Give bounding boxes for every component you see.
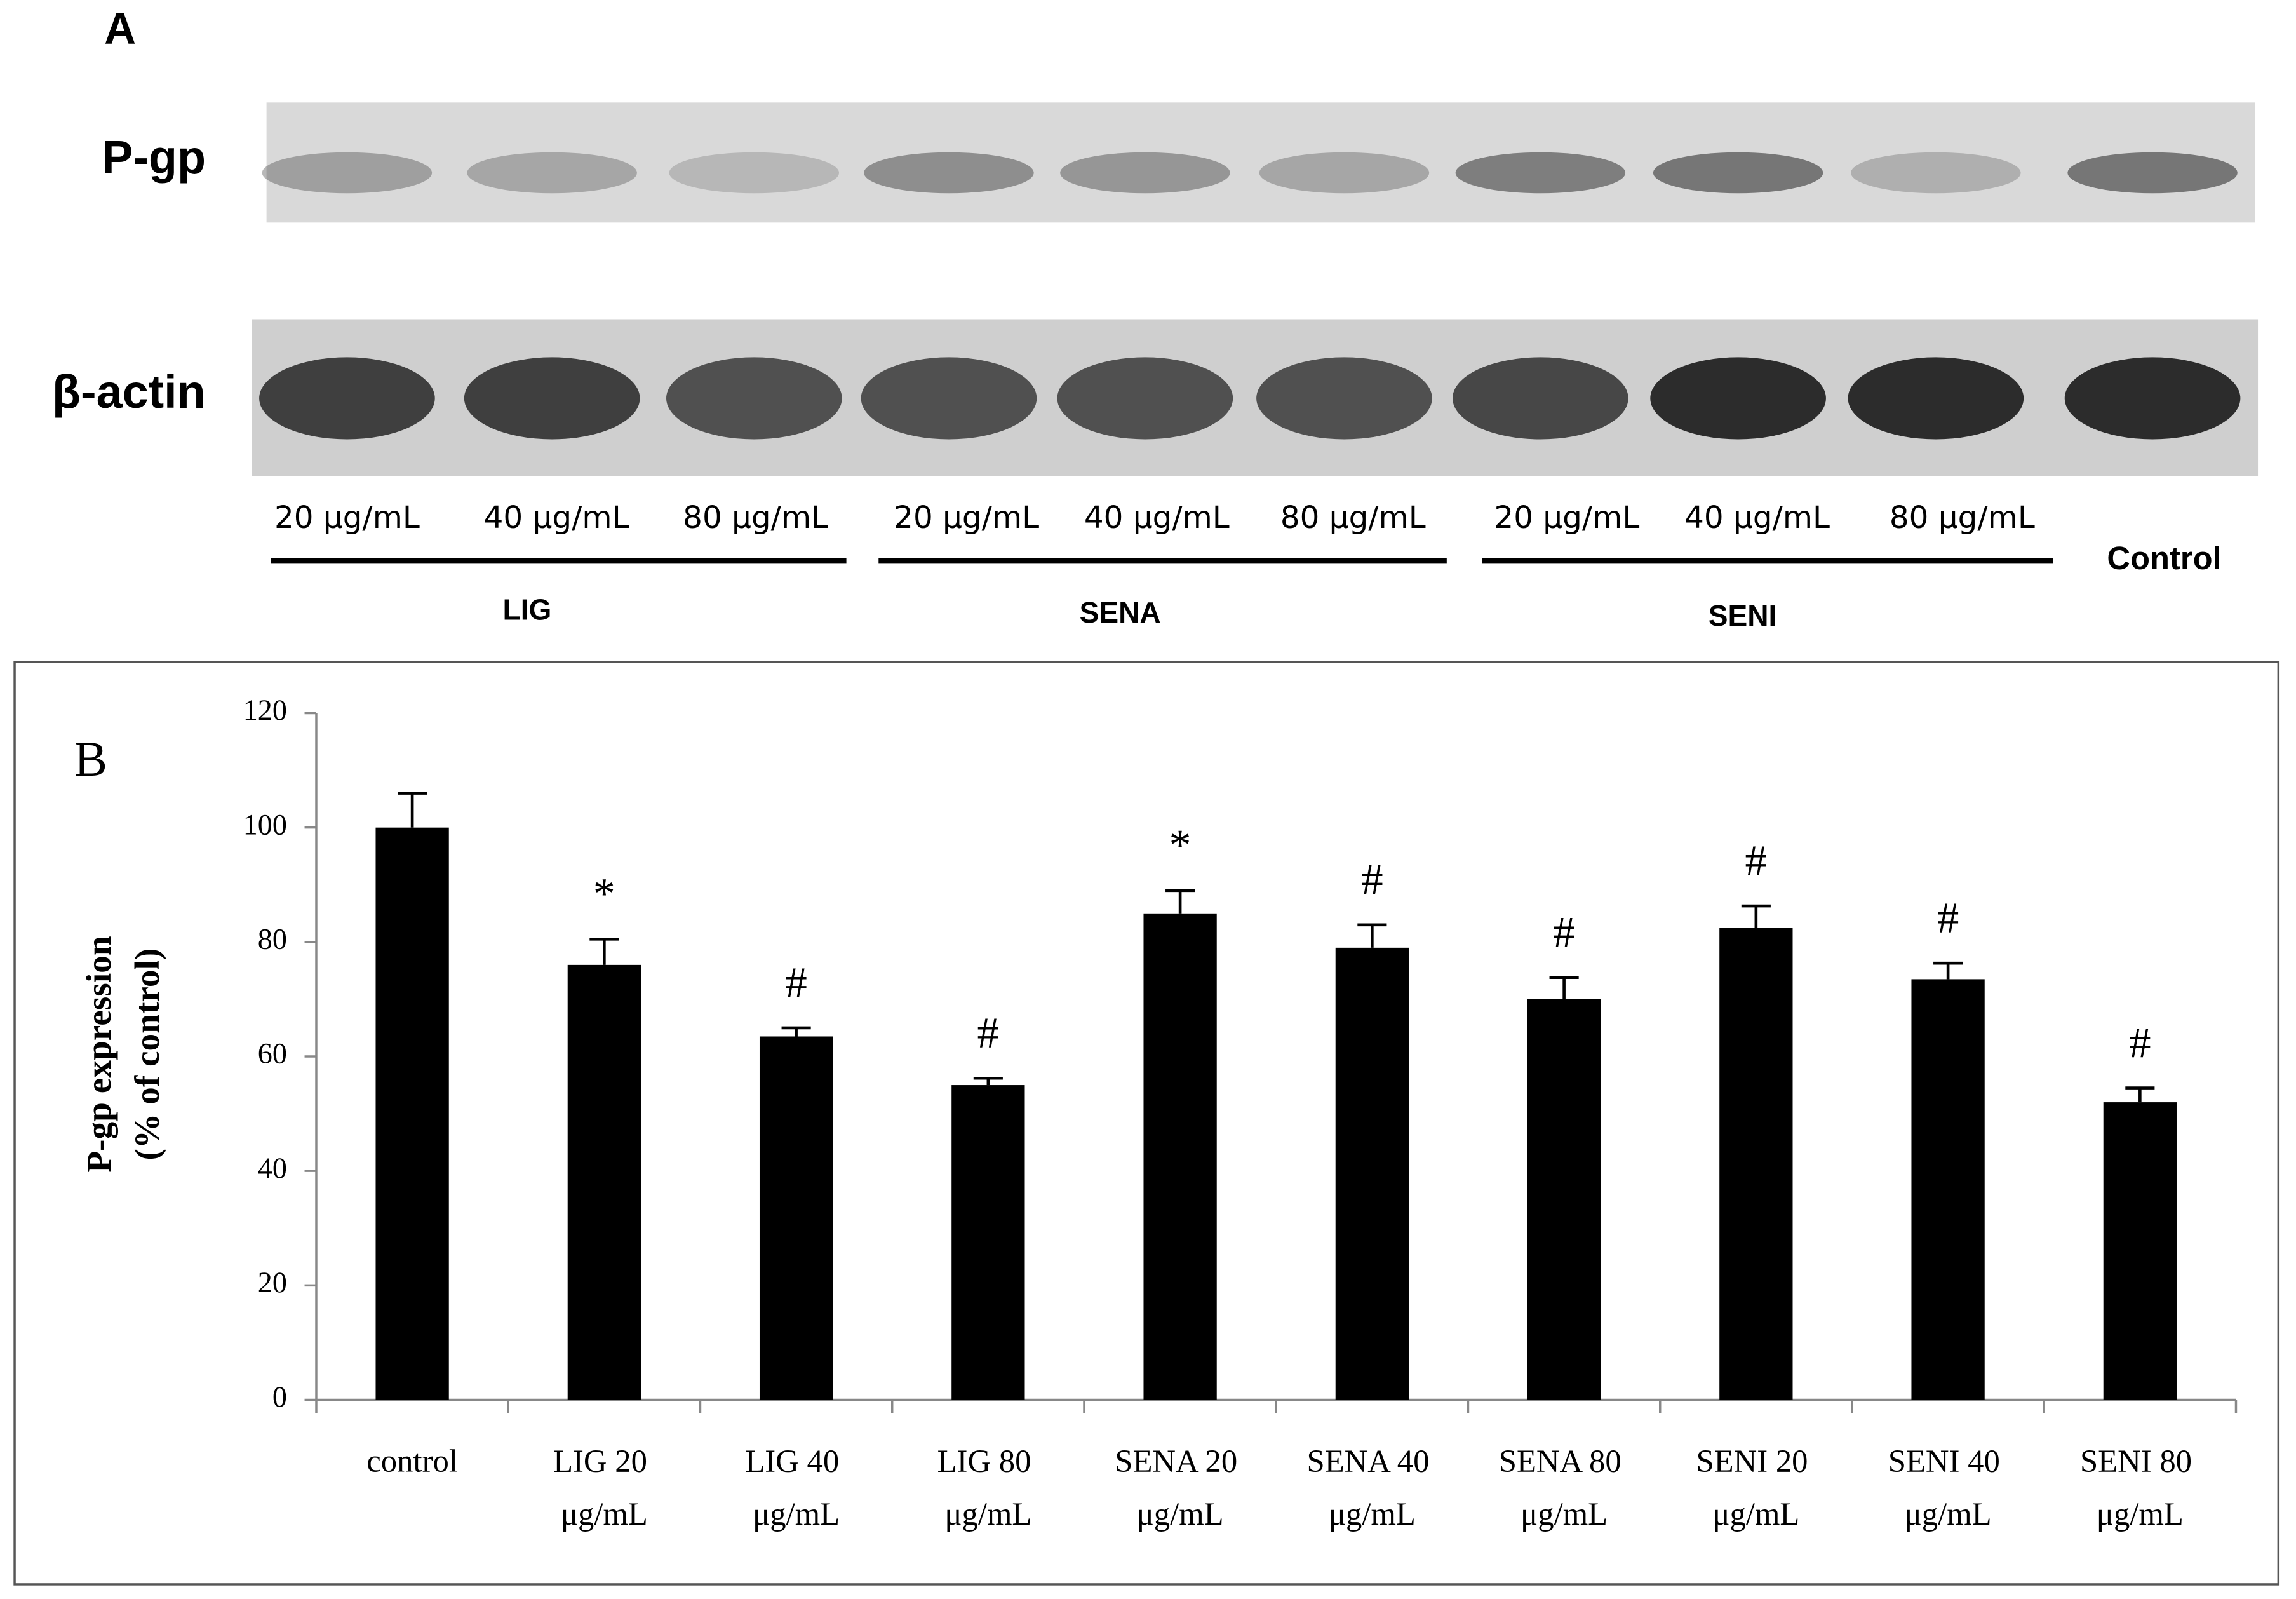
bar [375, 827, 449, 1400]
x-tick-label: LIG 20 μg/mL [553, 1443, 655, 1532]
band [1256, 357, 1432, 440]
lane-label: 40 μg/mL [484, 500, 629, 536]
x-tick-label: SENA 80 μg/mL [1499, 1443, 1630, 1532]
band [861, 357, 1037, 440]
error-bar [1165, 889, 1195, 914]
x-tick-label: SENI 40 μg/mL [1888, 1443, 2008, 1532]
significance-mark: # [1553, 907, 1575, 956]
band [262, 152, 433, 194]
y-tick-label: 20 [258, 1266, 287, 1299]
error-bar [1741, 904, 1771, 928]
band [864, 152, 1034, 194]
bar [1335, 947, 1409, 1400]
bar [1719, 928, 1793, 1400]
error-bar [1549, 976, 1579, 999]
lane-label: 20 μg/mL [894, 500, 1039, 536]
significance-mark: # [1937, 893, 1959, 942]
y-tick-label: 0 [272, 1380, 287, 1413]
error-bar [1357, 923, 1387, 948]
band [464, 357, 640, 440]
band [1653, 152, 1823, 194]
error-bar [2125, 1086, 2155, 1103]
x-tick-label: LIG 80 μg/mL [937, 1443, 1040, 1532]
bar [1527, 999, 1601, 1400]
error-bar [589, 938, 619, 965]
bar [951, 1085, 1025, 1400]
significance-mark: * [593, 869, 615, 918]
significance-mark: # [977, 1008, 1000, 1057]
y-tick-label: 40 [258, 1152, 287, 1184]
band [1650, 357, 1826, 440]
lane-label: 40 μg/mL [1084, 500, 1230, 536]
lane-label: 80 μg/mL [1890, 500, 2035, 536]
error-bar [781, 1026, 811, 1037]
y-tick-label: 120 [243, 694, 287, 726]
lane-label: 40 μg/mL [1684, 500, 1830, 536]
group-label: SENI [1709, 599, 1777, 632]
band [669, 152, 840, 194]
lane-label: 80 μg/mL [683, 500, 828, 536]
y-tick-label: 60 [258, 1037, 287, 1070]
error-bar [973, 1076, 1003, 1086]
bar [2103, 1102, 2177, 1400]
band [2064, 357, 2241, 440]
lane-label: 20 μg/mL [1494, 500, 1639, 536]
panel-frame [13, 661, 2280, 1586]
y-tick-label: 80 [258, 922, 287, 955]
band [666, 357, 842, 440]
x-tick-label: SENI 80 μg/mL [2080, 1443, 2200, 1532]
lane-label: 80 μg/mL [1280, 500, 1426, 536]
row-label: P-gp [102, 131, 206, 184]
group-label: LIG [503, 593, 552, 626]
x-tick-label: SENA 20 μg/mL [1115, 1443, 1245, 1532]
y-tick-label: 100 [243, 808, 287, 840]
band [259, 357, 435, 440]
control-label: Control [2107, 540, 2221, 576]
significance-mark: # [1745, 835, 1768, 884]
group-label: SENA [1080, 596, 1161, 629]
bar [567, 964, 641, 1400]
error-bar [398, 792, 427, 828]
significance-mark: * [1169, 820, 1192, 869]
x-tick-label: SENA 40 μg/mL [1307, 1443, 1438, 1532]
band [1259, 152, 1430, 194]
band [467, 152, 637, 194]
band [1453, 357, 1628, 440]
bar [1911, 979, 1985, 1400]
y-axis-label: (% of control) [128, 948, 166, 1161]
error-bar [1933, 961, 1963, 980]
y-axis-label: P-gp expression [79, 936, 118, 1172]
blot-strip [266, 102, 2255, 223]
band [1848, 357, 2024, 440]
x-tick-label: SENI 20 μg/mL [1696, 1443, 1816, 1532]
panel-label: A [104, 4, 136, 53]
band [1057, 357, 1233, 440]
significance-mark: # [1361, 854, 1383, 903]
band [1851, 152, 2021, 194]
panel-label: B [74, 731, 107, 786]
band [1455, 152, 1626, 194]
x-tick-label: control [366, 1443, 458, 1479]
band [2067, 152, 2238, 194]
significance-mark: # [2129, 1018, 2151, 1067]
row-label: β-actin [52, 365, 206, 418]
bar [1143, 913, 1217, 1400]
significance-mark: # [785, 957, 807, 1006]
bar [759, 1036, 833, 1400]
x-tick-label: LIG 40 μg/mL [745, 1443, 847, 1532]
bands [259, 152, 2241, 440]
lane-label: 20 μg/mL [274, 500, 420, 536]
band [1060, 152, 1230, 194]
